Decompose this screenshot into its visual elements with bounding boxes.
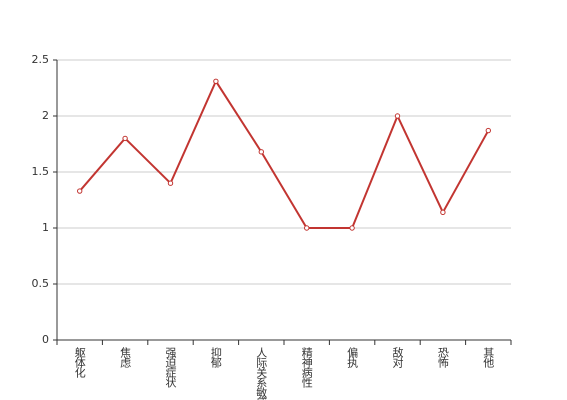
x-tick-label: 偏执 <box>346 346 359 369</box>
point <box>440 209 446 216</box>
point <box>349 225 355 231</box>
y-tick-label: 1 <box>42 221 49 234</box>
x-tick-label: 其他 <box>482 347 495 368</box>
x-tick-label: 敌对 <box>391 346 404 368</box>
x-tick-label: 恐怖 <box>436 347 449 368</box>
point <box>122 135 128 142</box>
x-tick-label: 人际关系敏感 <box>255 347 268 400</box>
y-tick-label: 0.5 <box>32 277 50 290</box>
point <box>394 113 401 119</box>
point <box>304 225 310 231</box>
y-tick-label: 1.5 <box>32 165 50 178</box>
y-tick-label: 2.5 <box>32 53 50 66</box>
line <box>78 79 490 229</box>
y-tick-label: 2 <box>42 109 49 122</box>
x-tick-label: 焦虑 <box>119 347 132 368</box>
x-tick-label: 抑郁 <box>209 346 222 368</box>
point <box>167 180 174 186</box>
x-tick-label: 精神病性 <box>300 347 313 389</box>
x-tick-label: 强迫症状 <box>164 347 177 388</box>
point <box>485 127 491 134</box>
point <box>258 149 264 155</box>
y-tick-label: 0 <box>42 333 49 346</box>
point <box>77 188 83 194</box>
x-tick-label: 躯体化 <box>73 347 86 379</box>
point <box>213 78 219 84</box>
